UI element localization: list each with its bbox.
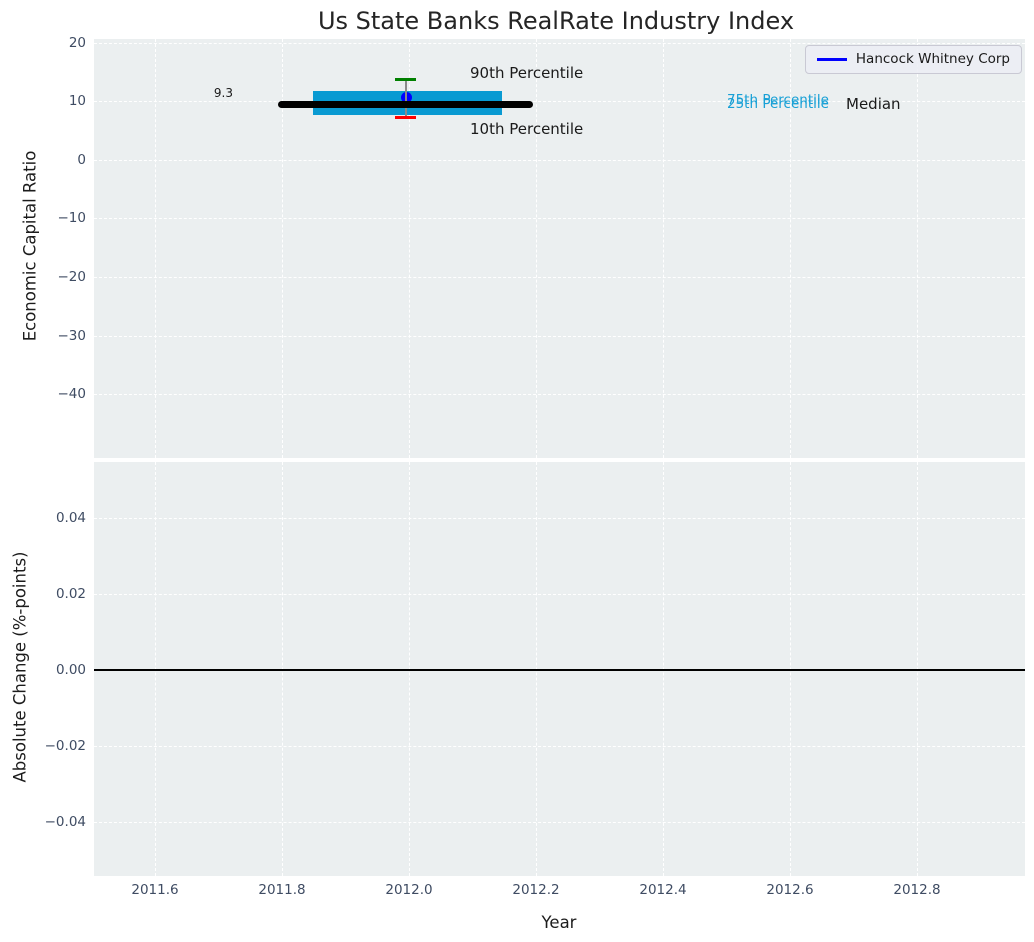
median-annotation: Median bbox=[846, 95, 901, 113]
ytick-label: −30 bbox=[57, 328, 87, 344]
errorbar-line bbox=[405, 80, 407, 118]
legend-entry-label: Hancock Whitney Corp bbox=[855, 51, 1010, 67]
gridline bbox=[282, 39, 283, 458]
gridline bbox=[94, 160, 1025, 161]
p25-annotation: 25th Percentile bbox=[727, 96, 829, 112]
ytick-label: 20 bbox=[68, 35, 86, 51]
p10-annotation: 10th Percentile bbox=[470, 120, 584, 138]
gridline bbox=[663, 39, 664, 458]
median-value-annotation: 9.3 bbox=[213, 86, 233, 100]
gridline bbox=[94, 43, 1025, 44]
p75-annotation: 75th Percentile bbox=[727, 92, 829, 108]
x-axis-label: Year bbox=[541, 913, 577, 932]
zero-line bbox=[94, 669, 1025, 671]
median-line bbox=[278, 101, 533, 108]
xtick-label: 2011.6 bbox=[131, 882, 179, 898]
top-y-axis-label: Economic Capital Ratio bbox=[20, 150, 40, 342]
xtick-label: 2012.4 bbox=[639, 882, 687, 898]
gridline bbox=[94, 394, 1025, 395]
top-axes: 9.3 90th Percentile 10th Percentile 75th… bbox=[94, 39, 1025, 458]
gridline bbox=[94, 518, 1025, 519]
ytick-label: 0.00 bbox=[55, 662, 86, 678]
ytick-label: −10 bbox=[57, 210, 87, 226]
gridline bbox=[94, 594, 1025, 595]
gridline bbox=[155, 39, 156, 458]
gridline bbox=[409, 39, 410, 458]
ytick-label: −20 bbox=[57, 269, 87, 285]
xtick-label: 2012.2 bbox=[512, 882, 560, 898]
p90-annotation: 90th Percentile bbox=[470, 64, 584, 82]
errorbar-bottom-cap bbox=[395, 116, 416, 119]
xtick-label: 2011.8 bbox=[258, 882, 306, 898]
gridline bbox=[917, 39, 918, 458]
gridline bbox=[94, 822, 1025, 823]
bottom-y-axis-label: Absolute Change (%-points) bbox=[10, 551, 30, 783]
ytick-label: 0.02 bbox=[55, 586, 86, 602]
bottom-axes bbox=[94, 462, 1025, 876]
legend: Hancock Whitney Corp bbox=[804, 45, 1022, 74]
gridline bbox=[536, 39, 537, 458]
gridline bbox=[94, 746, 1025, 747]
ytick-label: −40 bbox=[57, 386, 87, 402]
ytick-label: −0.02 bbox=[44, 738, 86, 754]
ytick-label: 10 bbox=[68, 93, 86, 109]
gridline bbox=[94, 218, 1025, 219]
gridline bbox=[94, 101, 1025, 102]
chart-title: Us State Banks RealRate Industry Index bbox=[317, 7, 795, 35]
gridline bbox=[94, 277, 1025, 278]
xtick-label: 2012.8 bbox=[893, 882, 941, 898]
ytick-label: 0 bbox=[77, 152, 86, 168]
gridline bbox=[94, 336, 1025, 337]
xtick-label: 2012.0 bbox=[385, 882, 433, 898]
legend-line-sample bbox=[816, 57, 847, 61]
ytick-label: 0.04 bbox=[55, 510, 86, 526]
gridline bbox=[790, 39, 791, 458]
errorbar-top-cap bbox=[395, 78, 416, 81]
ytick-label: −0.04 bbox=[44, 814, 86, 830]
xtick-label: 2012.6 bbox=[766, 882, 814, 898]
